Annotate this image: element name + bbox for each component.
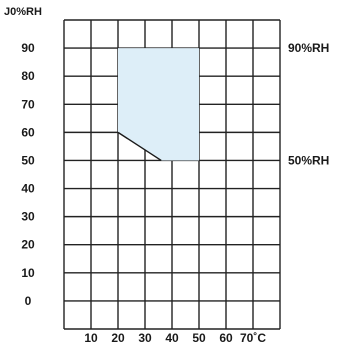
y-tick-label: 30 — [21, 210, 35, 224]
y-tick-label: 40 — [21, 182, 35, 196]
x-tick-label: 30 — [138, 331, 152, 345]
x-tick-label: 70˚C — [240, 331, 266, 345]
y-tick-label: 0 — [25, 294, 32, 308]
y-tick-label: 60 — [21, 125, 35, 139]
y-tick-label: 50 — [21, 153, 35, 167]
region-boundary-line — [117, 131, 162, 162]
y-tick-label: 80 — [21, 69, 35, 83]
x-tick-label: 20 — [111, 331, 125, 345]
operating-region-fill — [118, 48, 199, 161]
y-tick-label: 10 — [21, 266, 35, 280]
x-tick-label: 50 — [192, 331, 206, 345]
y-axis-title: J0%RH — [4, 6, 42, 18]
humidity-annotation: 50%RH — [288, 153, 329, 167]
x-tick-label: 10 — [84, 331, 98, 345]
y-tick-label: 90 — [21, 41, 35, 55]
humidity-annotation: 90%RH — [288, 41, 329, 55]
y-axis-ticks: 0 10 20 30 40 50 60 70 80 90 — [21, 41, 35, 308]
x-axis-ticks: 10 20 30 40 50 60 70˚C — [84, 331, 266, 345]
x-tick-label: 40 — [165, 331, 179, 345]
annotations: 90%RH 50%RH — [288, 41, 329, 167]
y-tick-label: 70 — [21, 97, 35, 111]
y-tick-label: 20 — [21, 238, 35, 252]
x-tick-label: 60 — [219, 331, 233, 345]
operating-region — [117, 48, 199, 162]
